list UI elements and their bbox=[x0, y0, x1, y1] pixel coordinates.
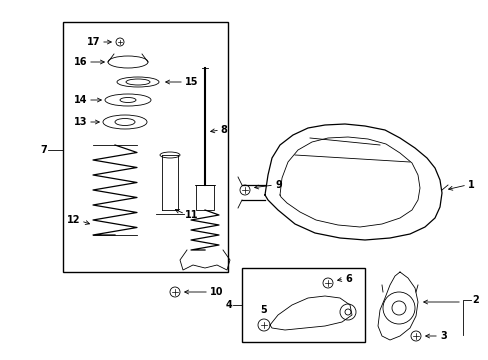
Bar bbox=[63, 22, 227, 272]
Text: 15: 15 bbox=[184, 77, 198, 87]
Text: 11: 11 bbox=[184, 210, 198, 220]
Text: 16: 16 bbox=[73, 57, 87, 67]
Text: 14: 14 bbox=[73, 95, 87, 105]
Text: 17: 17 bbox=[86, 37, 100, 47]
Text: 7: 7 bbox=[40, 145, 47, 155]
Text: 13: 13 bbox=[73, 117, 87, 127]
Text: 1: 1 bbox=[467, 180, 474, 190]
Bar bbox=[242, 268, 364, 342]
Text: 3: 3 bbox=[439, 331, 446, 341]
Text: 10: 10 bbox=[209, 287, 223, 297]
Text: 2: 2 bbox=[471, 295, 478, 305]
Text: 5: 5 bbox=[260, 305, 267, 315]
Text: 9: 9 bbox=[274, 180, 281, 190]
Text: 12: 12 bbox=[66, 215, 80, 225]
Text: 6: 6 bbox=[345, 274, 351, 284]
Bar bbox=[196, 185, 214, 210]
Text: 4: 4 bbox=[225, 300, 231, 310]
Text: 8: 8 bbox=[220, 125, 226, 135]
